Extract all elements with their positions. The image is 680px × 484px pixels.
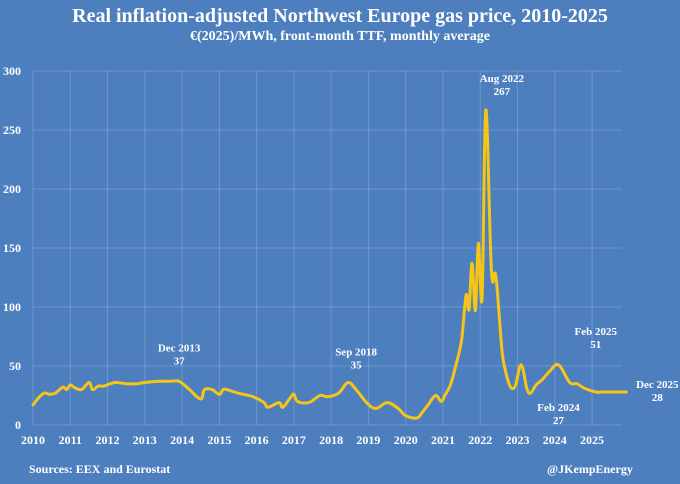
y-tick-label: 250 [3, 123, 21, 137]
sources-note: Sources: EEX and Eurostat [29, 462, 171, 476]
x-tick-label: 2018 [319, 433, 343, 447]
y-tick-label: 0 [15, 418, 21, 432]
annotation-value: 27 [553, 415, 565, 427]
chart-subtitle: €(2025)/MWh, front-month TTF, monthly av… [190, 29, 490, 44]
x-tick-label: 2020 [394, 433, 418, 447]
x-tick-label: 2012 [96, 433, 120, 447]
y-tick-label: 150 [3, 241, 21, 255]
x-tick-label: 2010 [21, 433, 45, 447]
annotation-label: Aug 2022 [480, 73, 525, 85]
x-tick-label: 2013 [133, 433, 157, 447]
x-tick-label: 2011 [59, 433, 82, 447]
gridlines [32, 70, 622, 426]
x-tick-label: 2017 [282, 433, 306, 447]
annotation-value: 267 [494, 86, 511, 98]
y-tick-label: 200 [3, 182, 21, 196]
y-tick-label: 50 [9, 359, 21, 373]
x-tick-label: 2023 [506, 433, 530, 447]
x-tick-label: 2019 [356, 433, 380, 447]
annotation-label: Sep 2018 [335, 347, 377, 359]
chart-title: Real inflation-adjusted Northwest Europe… [72, 5, 608, 27]
y-axis-ticks: 0 50 100 150 200 250 300 [3, 64, 21, 432]
x-tick-label: 2025 [580, 433, 604, 447]
x-tick-label: 2022 [468, 433, 492, 447]
author-handle: @JKempEnergy [547, 462, 633, 476]
annotation-value: 28 [652, 392, 664, 404]
x-tick-label: 2021 [431, 433, 455, 447]
series-line [31, 108, 628, 420]
annotation-label: Dec 2025 [636, 379, 679, 391]
y-tick-label: 300 [3, 64, 21, 78]
annotation-value: 51 [590, 339, 601, 351]
x-axis-ticks: 2010 2011 2012 2013 2014 2015 2016 2017 2018 2019… [21, 433, 604, 447]
x-tick-label: 2016 [245, 433, 269, 447]
annotation-value: 37 [174, 355, 186, 367]
x-tick-label: 2015 [207, 433, 231, 447]
x-tick-label: 2014 [170, 433, 194, 447]
annotation-label: Dec 2013 [158, 342, 201, 354]
y-tick-label: 100 [3, 300, 21, 314]
annotation-value: 35 [351, 360, 363, 372]
x-tick-label: 2024 [543, 433, 567, 447]
annotation-label: Feb 2024 [537, 402, 580, 414]
annotation-label: Feb 2025 [575, 326, 618, 338]
series-layer [31, 108, 628, 420]
